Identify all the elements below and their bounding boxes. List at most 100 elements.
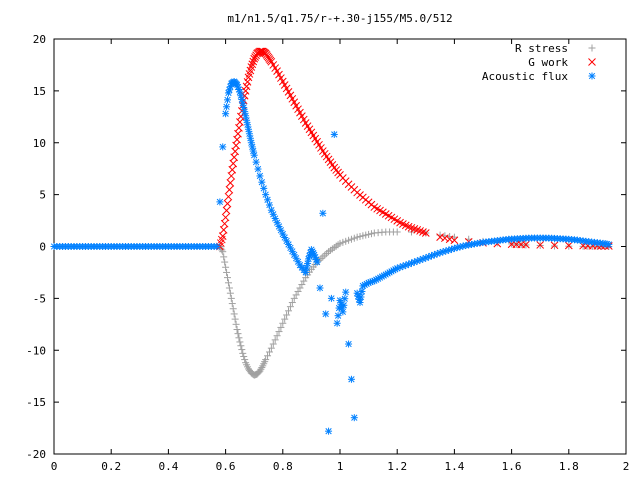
point — [229, 159, 238, 168]
point — [233, 326, 241, 333]
point — [242, 82, 251, 91]
point — [275, 328, 283, 336]
y-tick-label: -20 — [26, 448, 46, 461]
y-tick-label: -5 — [33, 292, 46, 305]
point — [271, 336, 279, 344]
point — [450, 236, 459, 245]
point — [416, 227, 424, 235]
point — [407, 223, 416, 232]
point — [227, 172, 236, 180]
point — [319, 253, 327, 261]
y-tick-label: 10 — [33, 137, 46, 150]
point — [218, 246, 226, 254]
point — [237, 92, 245, 100]
point — [353, 233, 361, 241]
point — [277, 323, 285, 331]
point — [290, 294, 298, 302]
point — [313, 258, 321, 266]
point — [327, 294, 335, 302]
point — [605, 240, 613, 248]
legend-label: G work — [528, 56, 568, 69]
point — [347, 235, 355, 243]
point — [441, 234, 449, 243]
y-tick-label: 15 — [33, 85, 46, 98]
point — [224, 192, 233, 201]
point — [221, 258, 229, 266]
point — [231, 315, 239, 323]
point — [341, 295, 349, 303]
point — [551, 242, 558, 250]
point — [226, 179, 235, 187]
point — [330, 130, 338, 138]
point — [238, 346, 246, 354]
point — [345, 236, 353, 244]
point — [339, 308, 347, 316]
point — [365, 230, 373, 238]
point — [264, 352, 272, 360]
x-tick-label: 0.6 — [216, 460, 236, 473]
point — [564, 241, 573, 250]
chart-title: m1/n1.5/q1.75/r-+.30-j155/M5.0/512 — [227, 12, 452, 25]
point — [340, 301, 348, 309]
x-tick-label: 0.4 — [158, 460, 178, 473]
point — [288, 299, 296, 307]
point — [225, 284, 233, 292]
point — [243, 78, 252, 86]
y-tick-label: 0 — [39, 241, 46, 254]
point — [250, 151, 258, 159]
point — [350, 234, 358, 242]
x-tick-label: 0.2 — [101, 460, 121, 473]
x-tick-label: 0 — [51, 460, 58, 473]
point — [225, 185, 234, 194]
point — [228, 300, 236, 308]
point — [413, 257, 421, 265]
point — [316, 284, 324, 292]
point — [267, 344, 275, 352]
point — [262, 191, 270, 199]
point — [347, 375, 355, 383]
point — [265, 348, 273, 356]
point — [247, 63, 256, 71]
point — [240, 91, 249, 100]
x-tick-label: 0.8 — [273, 460, 293, 473]
point — [300, 277, 308, 285]
point — [244, 125, 252, 133]
point — [221, 213, 230, 222]
point — [296, 284, 304, 292]
point — [269, 340, 277, 348]
point — [356, 299, 364, 307]
point — [235, 334, 243, 342]
point — [223, 199, 232, 208]
axes: 0 0.2 0.4 0.6 0.8 1 1.2 1.4 1.6 1.8 2 20 15 10 5 0 -5 -10… — [26, 33, 629, 473]
point — [445, 235, 454, 244]
point — [252, 158, 260, 166]
point — [219, 143, 227, 151]
point — [220, 253, 228, 261]
point — [325, 427, 333, 435]
point — [249, 57, 258, 66]
point — [239, 349, 247, 357]
point — [359, 232, 367, 240]
point — [336, 239, 344, 247]
series-1 — [216, 47, 613, 251]
point — [290, 251, 298, 259]
point — [223, 268, 231, 276]
point — [264, 196, 272, 204]
x-tick-label: 1.4 — [444, 460, 464, 473]
point — [298, 281, 306, 289]
point — [279, 319, 287, 327]
point — [241, 356, 249, 364]
point — [419, 228, 427, 236]
point — [342, 288, 350, 296]
point — [222, 206, 231, 215]
data-marks — [50, 47, 613, 435]
point — [258, 178, 266, 186]
point — [281, 315, 289, 323]
point — [285, 307, 293, 315]
legend-marker — [588, 44, 596, 52]
point — [218, 232, 227, 240]
point — [321, 251, 329, 259]
point — [358, 287, 366, 295]
point — [323, 249, 331, 257]
point — [262, 356, 270, 364]
